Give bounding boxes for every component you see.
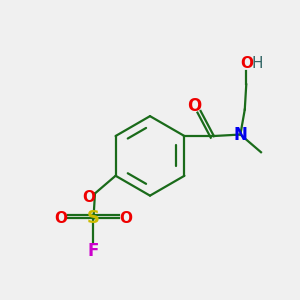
Text: O: O xyxy=(55,211,68,226)
Text: O: O xyxy=(240,56,253,71)
Text: N: N xyxy=(233,125,247,143)
Text: O: O xyxy=(119,211,132,226)
Text: S: S xyxy=(87,209,100,227)
Text: F: F xyxy=(88,242,99,260)
Text: O: O xyxy=(187,97,201,115)
Text: O: O xyxy=(82,190,95,205)
Text: H: H xyxy=(252,56,263,71)
